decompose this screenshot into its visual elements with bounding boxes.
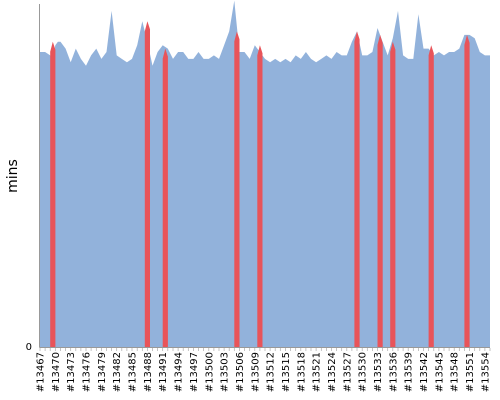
x-tick-label-24: #13539: [404, 352, 415, 392]
failed-build-band-8: [428, 45, 434, 347]
x-tick-label-0: #13467: [36, 352, 47, 392]
x-tick-label-11: #13500: [204, 352, 215, 392]
x-tick-label-15: #13512: [266, 352, 277, 392]
x-tick-label-20: #13527: [342, 352, 353, 392]
failed-build-band-9: [464, 34, 470, 348]
x-tick-label-10: #13497: [189, 352, 200, 392]
x-tick-label-5: #13482: [112, 352, 123, 392]
x-tick-label-13: #13506: [235, 352, 246, 392]
x-tick-label-9: #13494: [174, 352, 185, 392]
failed-build-band-5: [354, 31, 360, 348]
x-tick-label-16: #13515: [281, 352, 292, 392]
failed-build-band-7: [390, 41, 396, 347]
x-tick-label-27: #13548: [450, 352, 461, 392]
x-tick-label-18: #13521: [312, 352, 323, 392]
x-tick-label-8: #13491: [158, 352, 169, 392]
x-tick-label-1: #13470: [51, 352, 62, 392]
failed-build-band-2: [162, 48, 168, 347]
y-axis-title: mins: [5, 159, 21, 193]
x-tick-label-25: #13542: [419, 352, 430, 392]
plot-area: [40, 0, 490, 348]
x-tick-label-6: #13485: [128, 352, 139, 392]
x-tick-label-7: #13488: [143, 352, 154, 392]
failed-build-band-6: [377, 34, 383, 348]
x-tick-label-29: #13554: [480, 352, 491, 392]
x-tick-label-2: #13473: [66, 352, 77, 392]
x-tick-label-28: #13551: [465, 352, 476, 392]
y-tick-label-0: 0: [26, 342, 32, 353]
x-tick-label-4: #13479: [97, 352, 108, 392]
x-tick-label-19: #13524: [327, 352, 338, 392]
failed-build-band-3: [234, 31, 240, 348]
x-tick-label-21: #13530: [358, 352, 369, 392]
axes: [39, 4, 491, 351]
x-tick-label-3: #13476: [82, 352, 93, 392]
failed-build-band-0: [50, 41, 56, 347]
duration-area: [40, 0, 490, 347]
x-tick-label-14: #13509: [250, 352, 261, 392]
x-tick-label-23: #13536: [388, 352, 399, 392]
x-axis-ticks: #13467 #13470 #13473 #13476 #13479 #13482 #134…: [36, 352, 492, 392]
x-tick-label-17: #13518: [296, 352, 307, 392]
x-tick-label-12: #13503: [220, 352, 231, 392]
failed-build-band-1: [144, 21, 150, 347]
x-tick-label-22: #13533: [373, 352, 384, 392]
x-tick-label-26: #13545: [434, 352, 445, 392]
failed-build-band-4: [257, 45, 263, 347]
